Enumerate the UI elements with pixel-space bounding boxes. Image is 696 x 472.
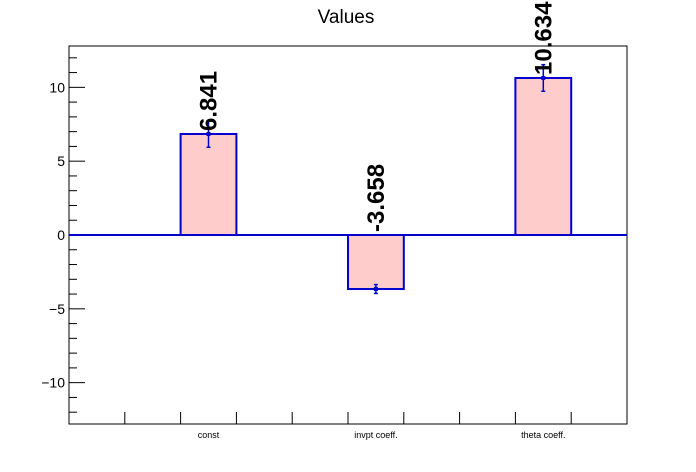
bar <box>179 132 238 236</box>
bar-marker <box>206 131 211 136</box>
bar-marker <box>373 287 378 292</box>
data-label: 10.634 <box>530 1 557 75</box>
y-tick-label: 0 <box>57 227 65 243</box>
x-category-label: invpt coeff. <box>354 430 397 440</box>
x-category-label: const <box>198 430 220 440</box>
bar <box>347 234 405 291</box>
y-tick-label: 10 <box>49 79 65 95</box>
data-label: 6.841 <box>196 71 223 131</box>
chart-title: Values <box>318 7 375 28</box>
y-tick-label: −5 <box>49 301 65 317</box>
y-tick-label: −10 <box>41 375 65 391</box>
x-category-label: theta coeff. <box>521 430 565 440</box>
y-tick-label: 5 <box>57 153 65 169</box>
data-label: -3.658 <box>363 164 390 232</box>
bar <box>514 76 573 236</box>
bar-marker <box>541 75 546 80</box>
